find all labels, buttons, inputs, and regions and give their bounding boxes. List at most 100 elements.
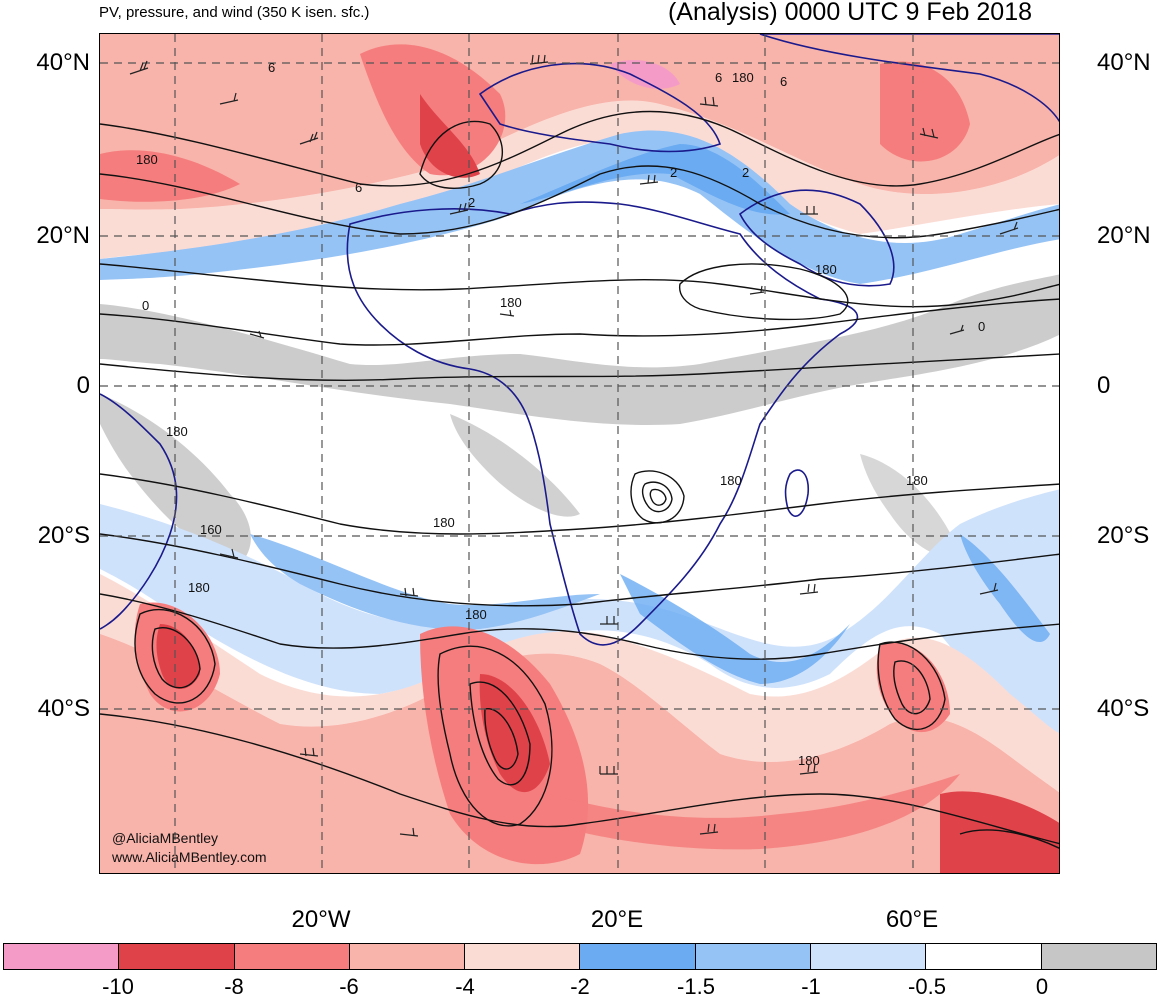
contour-mozambique-1	[641, 481, 673, 513]
tropical-grey-band-4	[860, 454, 960, 557]
lon-label: 20°E	[590, 906, 644, 933]
colorbar-swatch	[349, 944, 466, 969]
contour-trop-1	[100, 298, 1059, 346]
colorbar-swatch	[695, 944, 812, 969]
colorbar-label: -8	[224, 974, 244, 999]
lat-label-left: 20°N	[36, 222, 90, 249]
contour-sh-low-west	[134, 609, 216, 704]
contour-label: 180	[500, 295, 522, 310]
lat-label-left: 40°N	[36, 49, 90, 76]
sh-blue-core-2	[620, 574, 850, 684]
contour-label: 180	[188, 580, 210, 595]
contour-label: 180	[798, 753, 820, 768]
contour-label: 180	[732, 70, 754, 85]
lat-label-right: 40°N	[1097, 49, 1151, 76]
colorbar-swatch	[465, 944, 581, 969]
lat-label-left: 20°S	[37, 522, 90, 549]
contour-trop-3	[678, 263, 849, 321]
colorbar-label: -10	[102, 974, 134, 999]
nh-pv-dark-4	[100, 150, 240, 202]
sh-blue-band	[100, 489, 1059, 734]
contour-sh-low-center-3	[484, 708, 519, 770]
grid-lines	[100, 34, 1059, 873]
colorbar-label: -2	[570, 974, 590, 999]
contour-nh-3	[100, 263, 1059, 308]
south-america-outline	[100, 393, 178, 630]
sh-blue-core-3	[960, 534, 1050, 643]
map-subtitle: PV, pressure, and wind (350 K isen. sfc.…	[99, 4, 370, 21]
colorbar-swatch	[234, 944, 350, 969]
nh-pv-dark-3	[880, 61, 970, 162]
contour-label: 160	[200, 522, 222, 537]
lon-label: 20°W	[291, 906, 351, 933]
colorbar-label: -6	[339, 974, 359, 999]
contour-sh-low-center-2	[469, 681, 531, 786]
lat-label-right: 20°N	[1097, 222, 1151, 249]
contour-label: 0	[142, 298, 149, 313]
nh-pv-red-core	[100, 34, 1059, 210]
contour-nh-1	[100, 110, 1059, 187]
contour-trop-2	[100, 353, 1059, 382]
contour-sh-3	[100, 593, 1059, 660]
contour-sh-low-east	[877, 641, 946, 730]
wind-barbs	[129, 54, 1019, 837]
colorbar-label: -1.5	[677, 974, 715, 999]
contour-label: 2	[742, 165, 749, 180]
nh-pv-dark-2	[420, 94, 480, 178]
colorbar-label: 0	[1035, 974, 1049, 999]
europe-outline	[478, 62, 722, 153]
map-title: (Analysis) 0000 UTC 9 Feb 2018	[667, 0, 1032, 26]
lon-label: 60°E	[885, 906, 939, 933]
contour-label: 6	[355, 180, 362, 195]
colorbar-swatch	[119, 944, 235, 969]
contour-label: 180	[720, 473, 742, 488]
colorbar-swatch	[811, 944, 927, 969]
contour-nh-4	[419, 120, 504, 189]
contour-label: 2	[670, 165, 677, 180]
colorbar-label: -0.5	[908, 974, 946, 999]
contour-nh-2	[100, 165, 1059, 239]
colorbar-label: -1	[801, 974, 821, 999]
contour-label: 180	[166, 424, 188, 439]
contour-label: 180	[906, 473, 928, 488]
contour-sh-se	[959, 829, 1059, 849]
contour-label: 6	[780, 74, 787, 89]
nh-blue-band	[100, 130, 1059, 284]
contour-sh-south	[100, 713, 1059, 845]
contour-label: 6	[715, 70, 722, 85]
contour-label: 180	[433, 515, 455, 530]
contour-label: 180	[815, 262, 837, 277]
contour-sh-low-west-2	[151, 627, 201, 689]
contour-label: 6	[268, 60, 275, 75]
contour-label: 180	[465, 607, 487, 622]
contour-sh-1	[100, 473, 1059, 535]
colorbar-swatch	[4, 944, 120, 969]
contour-label: 0	[978, 319, 985, 334]
pv-map-canvas: 6 180 6 2 6 180 6 2 2 180 180 0 180 180 …	[100, 34, 1059, 873]
colorbar-label: -4	[455, 974, 475, 999]
pv-map: 6 180 6 2 6 180 6 2 2 180 180 0 180 180 …	[99, 33, 1060, 874]
lat-label-left: 40°S	[37, 695, 90, 722]
contour-sh-2	[100, 533, 1059, 607]
madagascar-outline	[784, 469, 810, 517]
contour-mozambique-3	[630, 470, 685, 524]
tropical-grey-band-1	[100, 274, 1059, 425]
asia-outline	[759, 34, 1059, 123]
sh-red-band-south	[550, 774, 960, 850]
lat-label-right: 0	[1097, 372, 1111, 399]
credit-url: www.AliciaMBentley.com	[112, 849, 267, 865]
contour-sh-low-east-2	[893, 660, 931, 715]
sh-red-core-se	[940, 791, 1059, 873]
sh-red-core-west-dark	[156, 624, 200, 689]
contour-label: 2	[468, 195, 475, 210]
lat-label-left: 0	[76, 372, 90, 399]
contour-label: 180	[136, 152, 158, 167]
arabia-outline	[738, 189, 895, 287]
tropical-grey-band-3	[450, 414, 580, 517]
coastlines	[100, 34, 1059, 646]
africa-outline	[346, 201, 859, 646]
colorbar-swatch	[926, 944, 1042, 969]
nh-pv-pink	[610, 60, 680, 89]
contour-label-group: 6 180 6 2 6 180 6 2 2 180 180 0 180 180 …	[136, 60, 985, 768]
contour-mozambique-2	[649, 488, 667, 506]
